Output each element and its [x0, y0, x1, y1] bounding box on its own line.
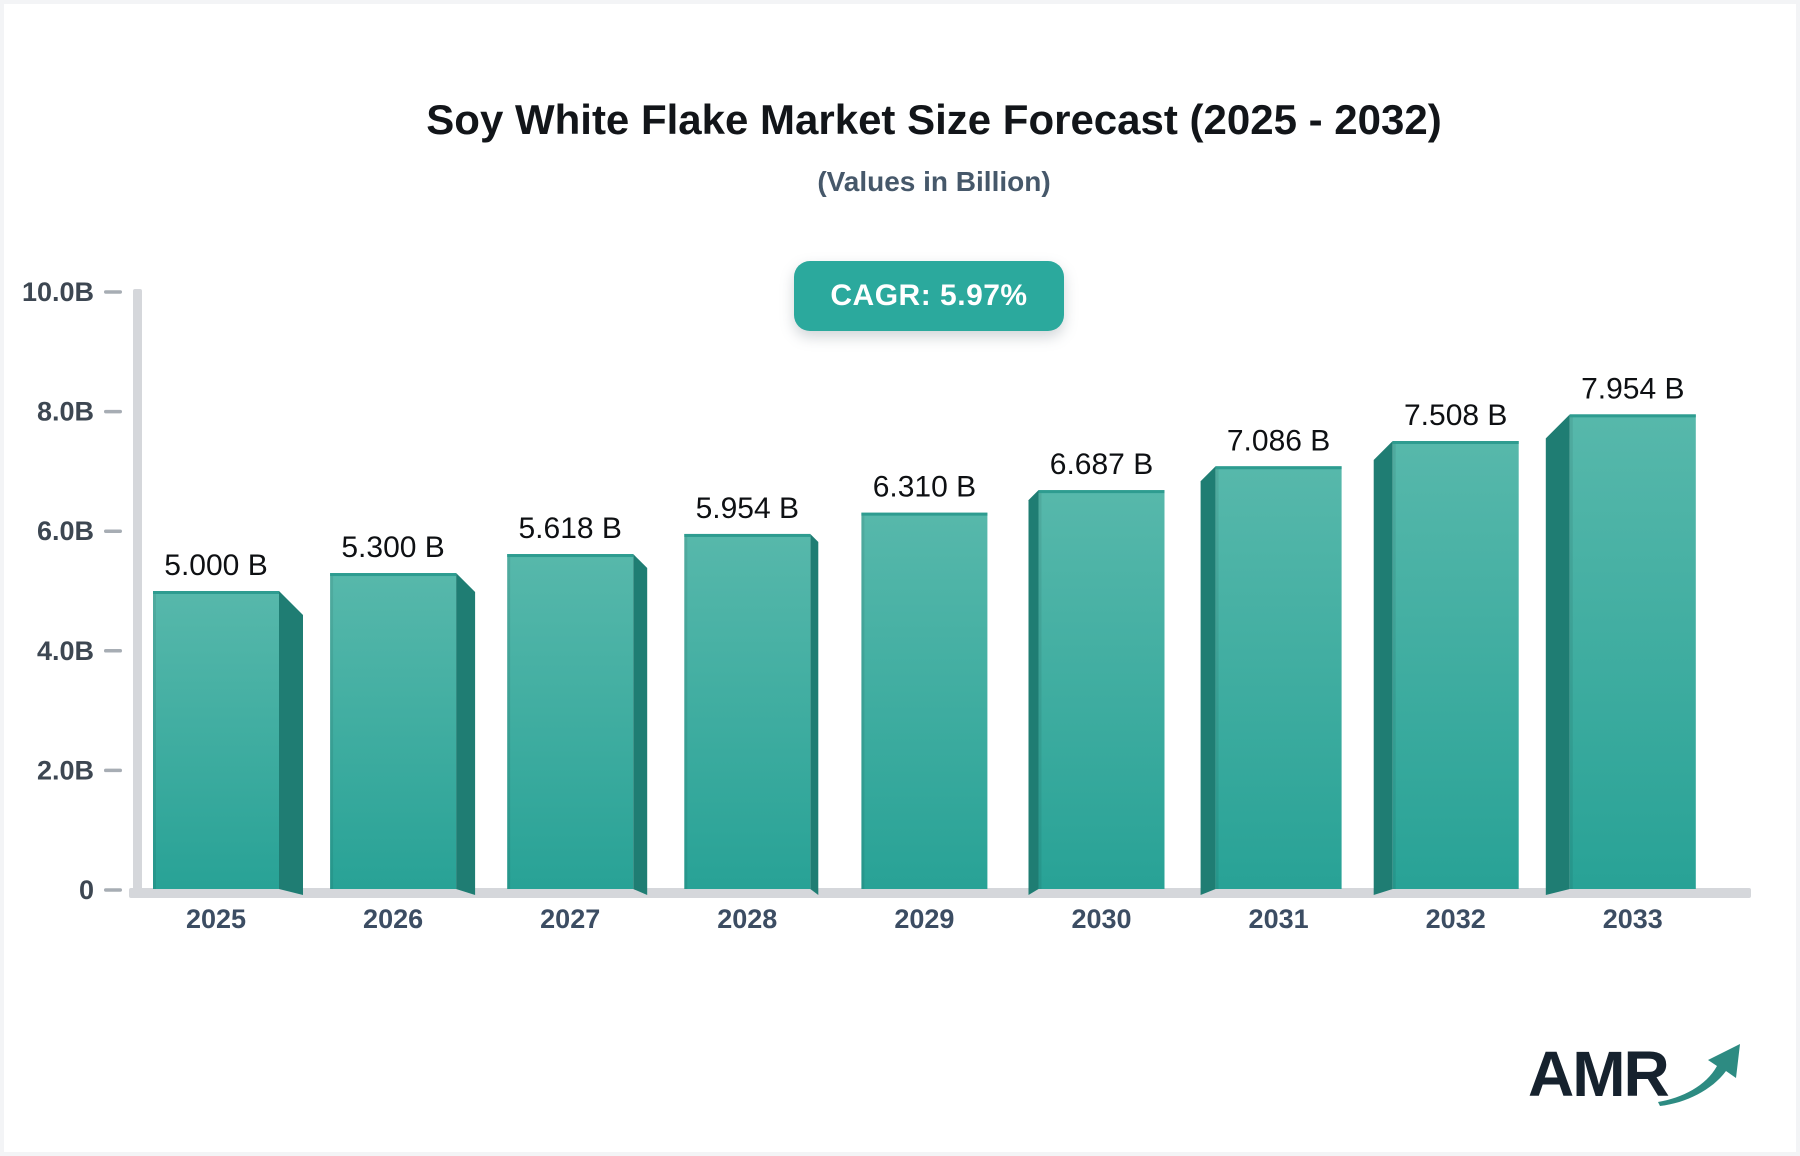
bar-side-face	[633, 554, 648, 895]
bar-top-edge	[861, 512, 988, 516]
bar	[684, 533, 811, 889]
tick-mark	[104, 768, 122, 773]
x-axis-label: 2027	[540, 904, 600, 934]
x-axis-label: 2030	[1071, 904, 1131, 934]
x-axis-label: 2031	[1249, 904, 1309, 934]
y-tick-label: 6.0B	[37, 516, 94, 546]
bar	[1569, 414, 1696, 889]
trend-arrow-path	[1657, 1044, 1740, 1106]
cagr-badge-label: CAGR: 5.97%	[830, 279, 1028, 312]
bar-left-shade	[153, 594, 156, 889]
bar	[1392, 441, 1519, 889]
bar-top-edge	[1215, 466, 1342, 470]
bar-side-face	[456, 573, 476, 895]
tick-mark	[104, 649, 122, 653]
bar-left-shade	[861, 515, 865, 889]
bar	[1038, 490, 1165, 889]
tick-mark	[104, 409, 122, 414]
bar-value-label: 7.954 B	[1581, 372, 1684, 405]
bar-side-face	[810, 533, 819, 895]
y-tick-label: 2.0B	[37, 755, 94, 785]
bar-left-shade	[684, 536, 688, 889]
bar-side-face	[1028, 490, 1039, 895]
y-tick-label: 0	[79, 875, 94, 905]
bar	[153, 591, 279, 889]
bar-side-face	[1545, 414, 1570, 895]
bar-left-shade	[1038, 493, 1042, 889]
bar	[861, 512, 988, 889]
x-axis-label: 2028	[717, 904, 777, 934]
bar-left-shade	[507, 557, 511, 889]
amr-logo-text: AMR	[1528, 1038, 1670, 1110]
cagr-badge: CAGR: 5.97%	[794, 261, 1064, 331]
y-tick-label: 10.0B	[22, 277, 94, 307]
bar-left-shade	[1392, 444, 1396, 889]
bar-chart: 0 2.0B 4.0B 6.0B 8.0B 10.0B 5.000 B 2025 5.300 B…	[22, 277, 1751, 934]
bar-value-label: 5.000 B	[164, 549, 267, 582]
tick-mark	[104, 888, 122, 892]
bar-value-label: 5.954 B	[696, 492, 799, 525]
bar-left-shade	[1215, 469, 1219, 889]
x-axis-line	[129, 888, 1751, 898]
bar	[507, 554, 634, 889]
bar-value-label: 5.618 B	[518, 512, 621, 545]
bar-top-edge	[1038, 490, 1165, 494]
x-axis-label: 2025	[186, 904, 246, 934]
bar-top-edge	[330, 573, 457, 577]
x-axis-label: 2032	[1426, 904, 1486, 934]
bar-left-shade	[1569, 417, 1573, 889]
bar-top-edge	[507, 554, 634, 558]
chart-subtitle: (Values in Billion)	[817, 166, 1051, 197]
bar-value-label: 7.508 B	[1404, 399, 1507, 432]
bar	[330, 573, 457, 889]
x-axis-label: 2026	[363, 904, 423, 934]
trend-arrow-icon	[1657, 1044, 1740, 1106]
tick-mark	[104, 529, 122, 533]
y-tick-label: 8.0B	[37, 397, 94, 427]
bar-value-label: 7.086 B	[1227, 424, 1330, 457]
y-axis-line	[133, 289, 142, 898]
chart-title: Soy White Flake Market Size Forecast (20…	[426, 96, 1442, 143]
bar-value-label: 5.300 B	[341, 531, 444, 564]
tick-mark	[104, 290, 122, 294]
amr-logo: AMR	[1528, 1034, 1758, 1114]
bar-top-edge	[153, 591, 279, 594]
bar	[1215, 466, 1342, 889]
bar-left-shade	[330, 576, 334, 889]
bar-top-edge	[684, 533, 811, 537]
bar-top-edge	[1569, 414, 1696, 418]
bar-side-face	[1200, 466, 1216, 895]
bar-value-label: 6.687 B	[1050, 448, 1153, 481]
x-axis-label: 2029	[894, 904, 954, 934]
bar-top-edge	[1392, 441, 1519, 445]
bar-side-face	[1373, 441, 1393, 895]
bar-value-label: 6.310 B	[873, 471, 976, 504]
bar-side-face	[279, 591, 303, 895]
x-axis-label: 2033	[1603, 904, 1663, 934]
y-tick-label: 4.0B	[37, 636, 94, 666]
